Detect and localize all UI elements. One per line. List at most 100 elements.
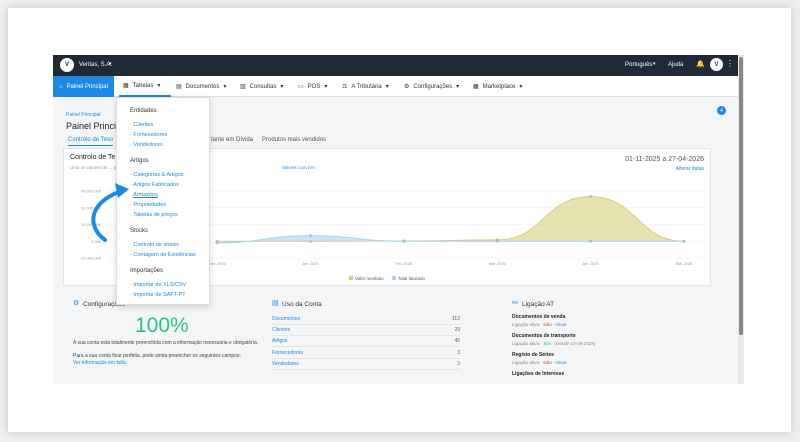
breadcrumb[interactable]: Painel Principal [66, 112, 101, 118]
missing-info-text: Para a sua conta ficar perfeita, pode ai… [73, 353, 241, 359]
usage-row[interactable]: Documentos 112 [272, 315, 460, 325]
menu-label: A Tributária [351, 83, 382, 90]
dropdown-item[interactable]: · Clientes [130, 122, 153, 128]
at-status-note: (Desde 10-09-2025) [554, 341, 596, 346]
usage-card: ▤ Uso da Conta Documentos 112 Clientes 29 Ar… [270, 297, 464, 382]
user-avatar[interactable]: V [710, 58, 723, 71]
x-tick-label: Fev 2026 [395, 261, 412, 266]
usage-label: Clientes [272, 327, 291, 334]
legend-swatch [391, 276, 396, 280]
completion-percent: 100% [135, 314, 189, 337]
legend-item[interactable]: Valor recebido [349, 276, 384, 281]
menu-item-dashboard[interactable]: ⌂ Painel Principal [53, 76, 114, 97]
dropdown-item[interactable]: · Contagem de Existências [130, 252, 196, 258]
dropdown-item-label: Categorias & Artigos [133, 172, 184, 178]
menu-item-tables[interactable]: ▦ Tabelas ▾ [119, 76, 171, 97]
tax-icon: ⚖ [342, 84, 348, 90]
menu-label: Documentos [185, 83, 220, 90]
more-vertical-icon[interactable]: ⋮ [726, 59, 734, 68]
at-activate-link[interactable]: Ativar [554, 360, 567, 365]
vat-link[interactable]: Valores com IVA [282, 165, 315, 170]
link-icon: ⚯ [512, 300, 518, 307]
menu-item-queries[interactable]: ▥ Consultas ▾ [240, 76, 283, 97]
dropdown-item[interactable]: · Artigos Fabricados [130, 182, 179, 188]
legend-item[interactable]: Total faturado [391, 276, 425, 281]
tab-outstanding[interactable]: tante em Dívida [211, 137, 254, 143]
menu-label: Painel Principal [66, 83, 108, 90]
dropdown-item-label: Contagem de Existências [133, 252, 196, 258]
y-tick-label: 15.000,00€ [81, 222, 102, 227]
at-status-value: Não [543, 322, 552, 327]
x-tick-label: Dez 2025 [208, 261, 226, 266]
dropdown-item-label: Fornecedores [133, 132, 168, 138]
bullet-icon: · [130, 242, 134, 248]
card-title: Ligação AT [522, 301, 555, 308]
dropdown-item[interactable]: · Tabelas de preços [130, 212, 178, 218]
tab-cashflow[interactable]: Controlo de Teso [68, 137, 114, 146]
notification-badge[interactable]: 4 [717, 106, 726, 115]
usage-label: Documentos [272, 316, 301, 322]
data-point [589, 195, 593, 199]
x-tick-label: Jan 2026 [302, 261, 319, 266]
legend-swatch [349, 276, 353, 280]
dropdown-item[interactable]: · Vendedores [130, 142, 163, 148]
dropdown-item-label: Artigos Fabricados [133, 182, 179, 188]
data-point [215, 241, 219, 245]
chevron-down-icon: ▾ [653, 61, 656, 67]
at-section-title: Registo de Séries [512, 352, 554, 358]
menu-label: POS [307, 83, 321, 90]
usage-value: 45 [454, 338, 460, 345]
language-select[interactable]: Português [625, 62, 653, 68]
dropdown-item[interactable]: · Importar de SAFT-PT [130, 292, 186, 298]
chevron-down-icon: ▾ [519, 84, 523, 90]
dropdown-item[interactable]: · Fornecedores [130, 132, 167, 138]
gear-icon: ⚙ [404, 84, 410, 90]
usage-label: Fornecedores [272, 349, 303, 356]
dropdown-group-title: Stocks [130, 228, 149, 234]
missing-info-link[interactable]: Ver informação em falta [73, 360, 126, 366]
usage-row[interactable]: Vendedores 3 [272, 360, 460, 370]
at-activate-link[interactable]: Ativar [554, 322, 567, 327]
usage-row[interactable]: Artigos 45 [272, 337, 460, 348]
card-title: Uso da Conta [282, 301, 322, 308]
dropdown-item[interactable]: · Importar de XLS/CSV [130, 282, 186, 288]
change-dates-link[interactable]: Alterar datas [675, 166, 704, 172]
data-point [308, 234, 312, 238]
bullet-icon: · [130, 172, 134, 178]
usage-row[interactable]: Fornecedores 3 [272, 349, 460, 359]
chevron-down-icon: ▾ [385, 84, 389, 90]
dropdown-group-title: Artigos [130, 158, 149, 164]
config-card: ⚙ Configurações 100% A sua conta está to… [71, 297, 261, 382]
chevron-down-icon: ▾ [109, 61, 112, 67]
dropdown-item[interactable]: · Categorias & Artigos [130, 172, 184, 178]
scrollbar-thumb[interactable] [739, 57, 743, 335]
menu-item-pos[interactable]: ▭ POS ▾ [298, 76, 327, 97]
at-section-title: Documentos de transporte [512, 333, 576, 339]
dropdown-item[interactable]: · Propriedades [130, 202, 166, 208]
at-status-line: Ligação ativa: Não Ativar [512, 322, 570, 327]
page-title: Painel Princip [66, 121, 122, 131]
menu-item-settings[interactable]: ⚙ Configurações ▾ [404, 76, 459, 97]
page-scrollbar[interactable] [738, 55, 744, 384]
menu-item-marketplace[interactable]: ▦ Marketplace ▾ [473, 76, 522, 97]
company-name[interactable]: Veritas, S.A. [79, 62, 113, 68]
chevron-down-icon: ▾ [324, 84, 328, 90]
annotation-arrow [91, 183, 129, 242]
menu-item-documents[interactable]: ▤ Documentos ▾ [176, 76, 226, 97]
x-tick-label: Mar 2026 [489, 261, 507, 266]
at-section-title: Documentos de venda [512, 314, 566, 320]
chevron-down-icon: ▾ [456, 84, 460, 90]
series-area [217, 196, 684, 242]
bell-icon[interactable]: 🔔 [696, 61, 705, 68]
company-avatar[interactable]: V [60, 58, 74, 72]
dropdown-item[interactable]: · Controlo de stocks [130, 242, 179, 248]
usage-value: 29 [454, 327, 460, 334]
usage-row[interactable]: Clientes 29 [272, 326, 460, 337]
bullet-icon: · [130, 122, 134, 128]
dropdown-item[interactable]: · Armazéns [130, 192, 158, 198]
dropdown-group-title: Entidades [130, 108, 157, 114]
tab-top-products[interactable]: Produtos mais vendidos [262, 137, 327, 143]
menu-item-tax[interactable]: ⚖ A Tributária ▾ [342, 76, 389, 97]
help-link[interactable]: Ajuda [668, 62, 684, 68]
document-icon: ▤ [176, 84, 182, 90]
